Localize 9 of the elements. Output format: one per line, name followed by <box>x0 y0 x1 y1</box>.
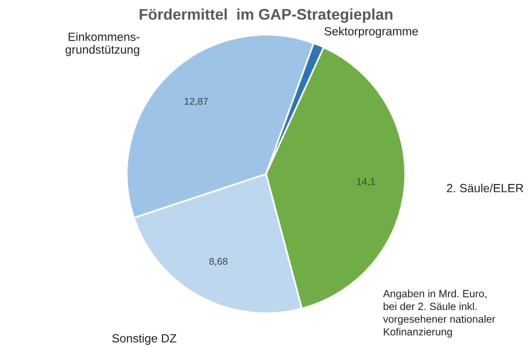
text: Angaben in Mrd. Euro, bei der 2. Säule inkl. vorgesehener nationaler Kofinanzierung <box>383 290 496 338</box>
data-label: 8,68 <box>209 258 228 266</box>
data-label: 12,87 <box>184 98 208 106</box>
slice-label: 2. Säule/ELER <box>446 184 524 192</box>
slice-label: Sektorprogramme <box>324 26 418 38</box>
slice-label: Einkommens- grundstützung <box>66 32 140 56</box>
data-label: 14,1 <box>357 178 375 186</box>
slice-label: Sonstige DZ <box>112 334 176 345</box>
chart-title: Fördermittel im GAP-Strategieplan <box>140 8 392 23</box>
